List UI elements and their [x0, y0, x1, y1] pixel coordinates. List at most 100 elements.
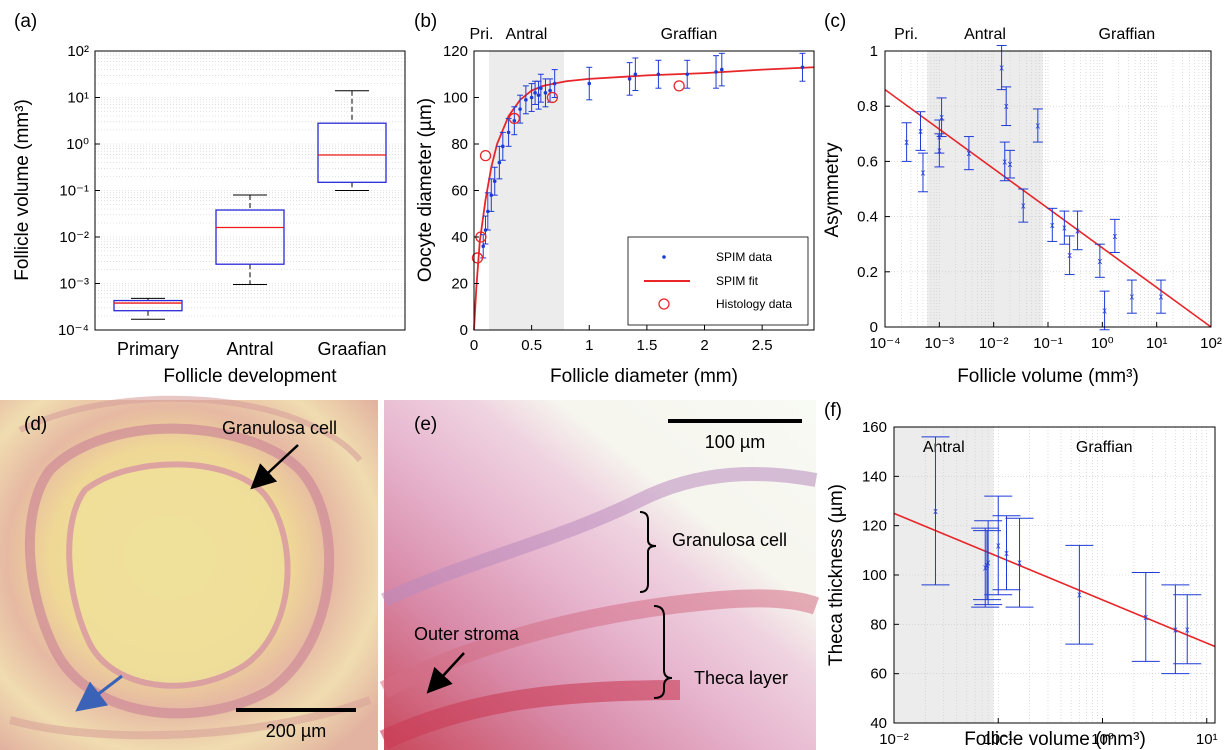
legend-marker-spim-data	[662, 255, 666, 259]
ytick-label: 10⁻¹	[59, 183, 89, 200]
data-point: x	[937, 145, 942, 155]
panel-c-label: (c)	[824, 11, 846, 32]
panel-e-annotation-granulosa: Granulosa cell	[672, 530, 787, 550]
panel-d-stroma-band	[18, 395, 363, 462]
data-point	[548, 88, 552, 93]
ytick-label: 0.4	[857, 209, 878, 226]
panel-d-stroma-band-lower	[8, 696, 372, 740]
data-point: x	[1062, 223, 1067, 233]
region-label: Antral	[923, 439, 965, 456]
panel-a-box-plot: (a) 10⁻⁴ 10⁻³ 10⁻² 10⁻¹ 10⁰ 10¹ 10² Primary Antr…	[12, 11, 406, 387]
panel-b-scatter: (b) Pri. Antral Graffian 0 0.5 1 1.5 2 2.5 0 20 40…	[414, 11, 815, 387]
data-point: x	[1008, 159, 1013, 169]
ytick-label: 10¹	[67, 90, 89, 107]
data-point: x	[1004, 101, 1009, 111]
panel-c-region-labels: Pri. Antral Graffian	[894, 26, 1155, 43]
xtick-label: 10⁻²	[979, 335, 1009, 352]
data-point	[529, 95, 534, 100]
panel-a-boxes	[113, 90, 387, 320]
ytick-label: 40	[870, 715, 887, 732]
panel-d-follicle-wall	[24, 423, 335, 719]
data-point: x	[1144, 612, 1149, 622]
box	[215, 209, 285, 265]
ytick-label: 10⁻³	[59, 276, 89, 293]
ytick-label: 160	[862, 419, 887, 436]
panel-a-grid	[95, 52, 405, 331]
xtick-label: 10¹	[1196, 731, 1218, 748]
panel-d-scale-label: 200 µm	[266, 721, 326, 741]
ytick-label: 10⁰	[66, 136, 89, 153]
panel-e-bracket-theca	[653, 605, 673, 699]
panel-e-label: (e)	[414, 414, 437, 435]
ytick-label: 60	[870, 666, 887, 683]
panel-c-grid	[884, 51, 1211, 327]
panel-e-micrograph: (e) 100 µm Granulosa cell Theca layer Ou…	[379, 400, 820, 750]
fit-line	[893, 512, 1216, 648]
xtick-label: 10⁰	[1091, 731, 1114, 748]
data-point	[633, 72, 638, 77]
region-label: Graffian	[1076, 439, 1133, 456]
data-point	[627, 77, 632, 81]
panel-a-xlabel: Follicle development	[163, 366, 337, 387]
panel-e-arrow-stroma	[426, 652, 465, 694]
panel-b-ticks: 0 0.5 1 1.5 2 2.5 0 20 40 60 80 100 120	[443, 43, 773, 354]
data-point	[486, 209, 490, 214]
xtick-label: 1	[585, 337, 593, 354]
legend-marker-histology	[658, 298, 670, 310]
histology-point	[508, 112, 520, 125]
data-point: x	[1185, 624, 1190, 634]
data-point	[533, 91, 537, 95]
data-point	[524, 98, 528, 102]
xtick-label: 2	[700, 337, 708, 354]
panel-b-label: (b)	[414, 11, 437, 32]
ytick-label: 10⁻²	[59, 229, 89, 246]
data-point	[719, 67, 724, 72]
xtick-label: 10²	[1200, 335, 1222, 352]
data-point: x	[986, 558, 991, 568]
data-point: x	[1075, 225, 1080, 235]
box	[113, 299, 183, 312]
panel-e-annotation-stroma: Outer stroma	[414, 624, 520, 644]
region-shade	[488, 51, 564, 330]
region-label: Pri.	[894, 26, 918, 43]
data-point: x	[1017, 558, 1022, 568]
panel-a-ylabel: Follicle volume (mm³)	[12, 99, 33, 281]
panel-b-xlabel: Follicle diameter (mm)	[550, 366, 738, 387]
xtick-label: 10⁰	[1091, 335, 1114, 352]
data-point: x	[939, 112, 944, 122]
data-point: x	[985, 560, 990, 570]
panel-e-scale-label: 100 µm	[705, 432, 765, 452]
data-point: x	[904, 137, 909, 147]
data-point: x	[921, 167, 926, 177]
ytick-label: 10⁻⁴	[58, 322, 89, 339]
panel-e-granulosa-band	[381, 467, 818, 607]
panel-c-ylabel: Asymmetry	[822, 142, 843, 238]
panel-f-ylabel: Theca thickness (µm)	[826, 484, 847, 666]
panel-b-ylabel: Oocyte diameter (µm)	[415, 98, 436, 282]
ytick-label: 0.8	[857, 98, 878, 115]
panel-c-ticks: 10⁻⁴ 10⁻³ 10⁻² 10⁻¹ 10⁰ 10¹ 10² 0 0.2 0.4 0.6 0.8 1	[857, 43, 1222, 352]
data-point	[539, 86, 543, 90]
ytick-label: 0.2	[857, 264, 878, 281]
panel-f-ticks: 10⁻² 10⁻¹ 10⁰ 10¹ 40 60 80 100 120 140 160	[862, 419, 1218, 748]
ytick-label: 1	[870, 43, 878, 60]
box	[317, 122, 387, 183]
ytick-label: 10²	[67, 43, 89, 60]
histology-point	[673, 80, 685, 92]
xtick-label: 10¹	[1146, 335, 1168, 352]
legend-label-histology: Histology data	[716, 297, 792, 311]
category-label: Antral	[226, 339, 273, 359]
panel-b-legend: SPIM data SPIM fit Histology data	[627, 236, 809, 326]
xtick-label: 10⁻¹	[1033, 335, 1063, 352]
legend-label-spim-fit: SPIM fit	[716, 274, 759, 288]
legend-label-spim-data: SPIM data	[716, 250, 772, 264]
data-point	[552, 81, 557, 86]
data-point	[497, 160, 502, 165]
panel-d-micrograph: (d) Granulosa cell 200 µm	[0, 395, 378, 750]
panel-a-label: (a)	[14, 11, 37, 32]
ytick-label: 80	[870, 616, 887, 633]
data-point	[492, 179, 497, 183]
panel-b-region-labels: Pri. Antral Graffian	[469, 26, 717, 43]
ytick-label: 100	[443, 90, 468, 107]
